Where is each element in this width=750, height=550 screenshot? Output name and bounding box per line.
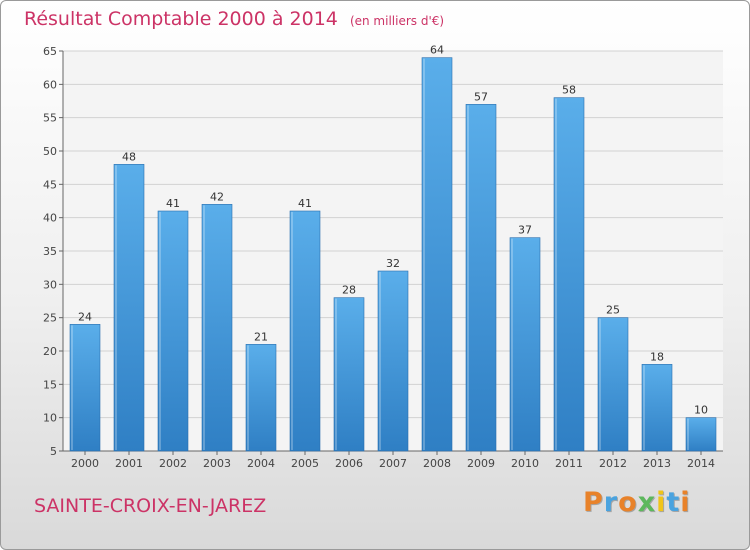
value-label-2008: 64 [430,44,444,57]
bar-highlight [643,365,645,450]
x-tick-label-2011: 2011 [555,457,583,470]
bar-highlight [247,345,249,450]
y-tick-label: 20 [43,345,57,358]
x-tick-label-2002: 2002 [159,457,187,470]
chart-title-text: Résultat Comptable 2000 à 2014 [24,8,338,30]
x-tick-label-2012: 2012 [599,457,627,470]
x-tick-label-2000: 2000 [71,457,99,470]
bar-2003 [201,204,233,452]
bar-2011 [553,97,585,452]
bar-2009 [465,104,497,452]
y-tick-label: 40 [43,212,57,225]
value-label-2007: 32 [386,257,400,270]
x-tick-label-2006: 2006 [335,457,363,470]
value-label-2000: 24 [78,310,92,323]
bar-highlight [203,205,205,450]
bar-highlight [423,58,425,451]
value-label-2014: 10 [694,404,708,417]
y-tick-label: 55 [43,112,57,125]
bar-highlight [511,238,513,450]
x-tick-label-2005: 2005 [291,457,319,470]
y-tick-label: 60 [43,78,57,91]
bar-2002 [157,210,189,452]
logo-letter: r [603,487,619,518]
y-tick-label: 50 [43,145,57,158]
value-label-2006: 28 [342,284,356,297]
y-tick-label: 45 [43,178,57,191]
axis-layer: 5 10 15 20 25 30 35 40 45 50 55 60 65 2000 2001 2002 200… [43,45,723,470]
bar-highlight [599,318,601,450]
y-tick-label: 30 [43,278,57,291]
bar-highlight [467,105,469,450]
logo-letter: x [637,487,657,518]
proxiti-logo[interactable]: Proxiti [583,487,691,518]
logo-letter: o [618,487,638,518]
x-tick-label-2009: 2009 [467,457,495,470]
value-label-2001: 48 [122,150,136,163]
label-layer: 24 48 41 42 21 41 28 32 64 57 37 58 25 18 10 [78,44,708,417]
bar-highlight [115,165,117,451]
value-label-2009: 57 [474,90,488,103]
x-tick-label-2004: 2004 [247,457,275,470]
logo-letter: t [666,487,681,518]
bar-2000 [69,324,101,452]
chart-subtitle: (en milliers d'€) [349,14,445,28]
value-label-2013: 18 [650,350,664,363]
bar-highlight [291,212,293,450]
bar-2001 [113,164,145,452]
bar-2010 [509,237,541,452]
bar-highlight [687,418,689,450]
bar-2007 [377,270,409,452]
bar-layer [69,57,717,452]
value-label-2005: 41 [298,197,312,210]
bar-2014 [685,417,717,452]
bar-2006 [333,297,365,452]
x-tick-label-2014: 2014 [687,457,715,470]
bar-2008 [421,57,453,452]
x-tick-label-2007: 2007 [379,457,407,470]
bar-2005 [289,210,321,452]
x-tick-label-2010: 2010 [511,457,539,470]
bar-highlight [159,212,161,450]
value-label-2012: 25 [606,304,620,317]
bar-2013 [641,364,673,452]
x-tick-label-2008: 2008 [423,457,451,470]
logo-letter: i [680,487,691,518]
y-tick-label: 35 [43,245,57,258]
bar-highlight [71,325,73,450]
bar-highlight [335,298,337,450]
value-label-2003: 42 [210,190,224,203]
bar-highlight [555,98,557,451]
y-tick-label: 65 [43,45,57,58]
chart-title: Résultat Comptable 2000 à 2014 (en milli… [24,8,444,30]
logo-letter: i [656,487,667,518]
y-tick-label: 10 [43,412,57,425]
x-tick-label-2003: 2003 [203,457,231,470]
y-tick-label: 5 [50,445,57,458]
bar-2004 [245,344,277,452]
x-tick-label-2001: 2001 [115,457,143,470]
y-tick-label: 15 [43,378,57,391]
value-label-2002: 41 [166,197,180,210]
bar-highlight [379,272,381,450]
value-label-2004: 21 [254,330,268,343]
place-name: SAINTE-CROIX-EN-JAREZ [34,495,267,517]
x-tick-label-2013: 2013 [643,457,671,470]
logo-letter: P [583,487,604,518]
bar-2012 [597,317,629,452]
value-label-2011: 58 [562,84,576,97]
value-label-2010: 37 [518,224,532,237]
y-tick-label: 25 [43,312,57,325]
